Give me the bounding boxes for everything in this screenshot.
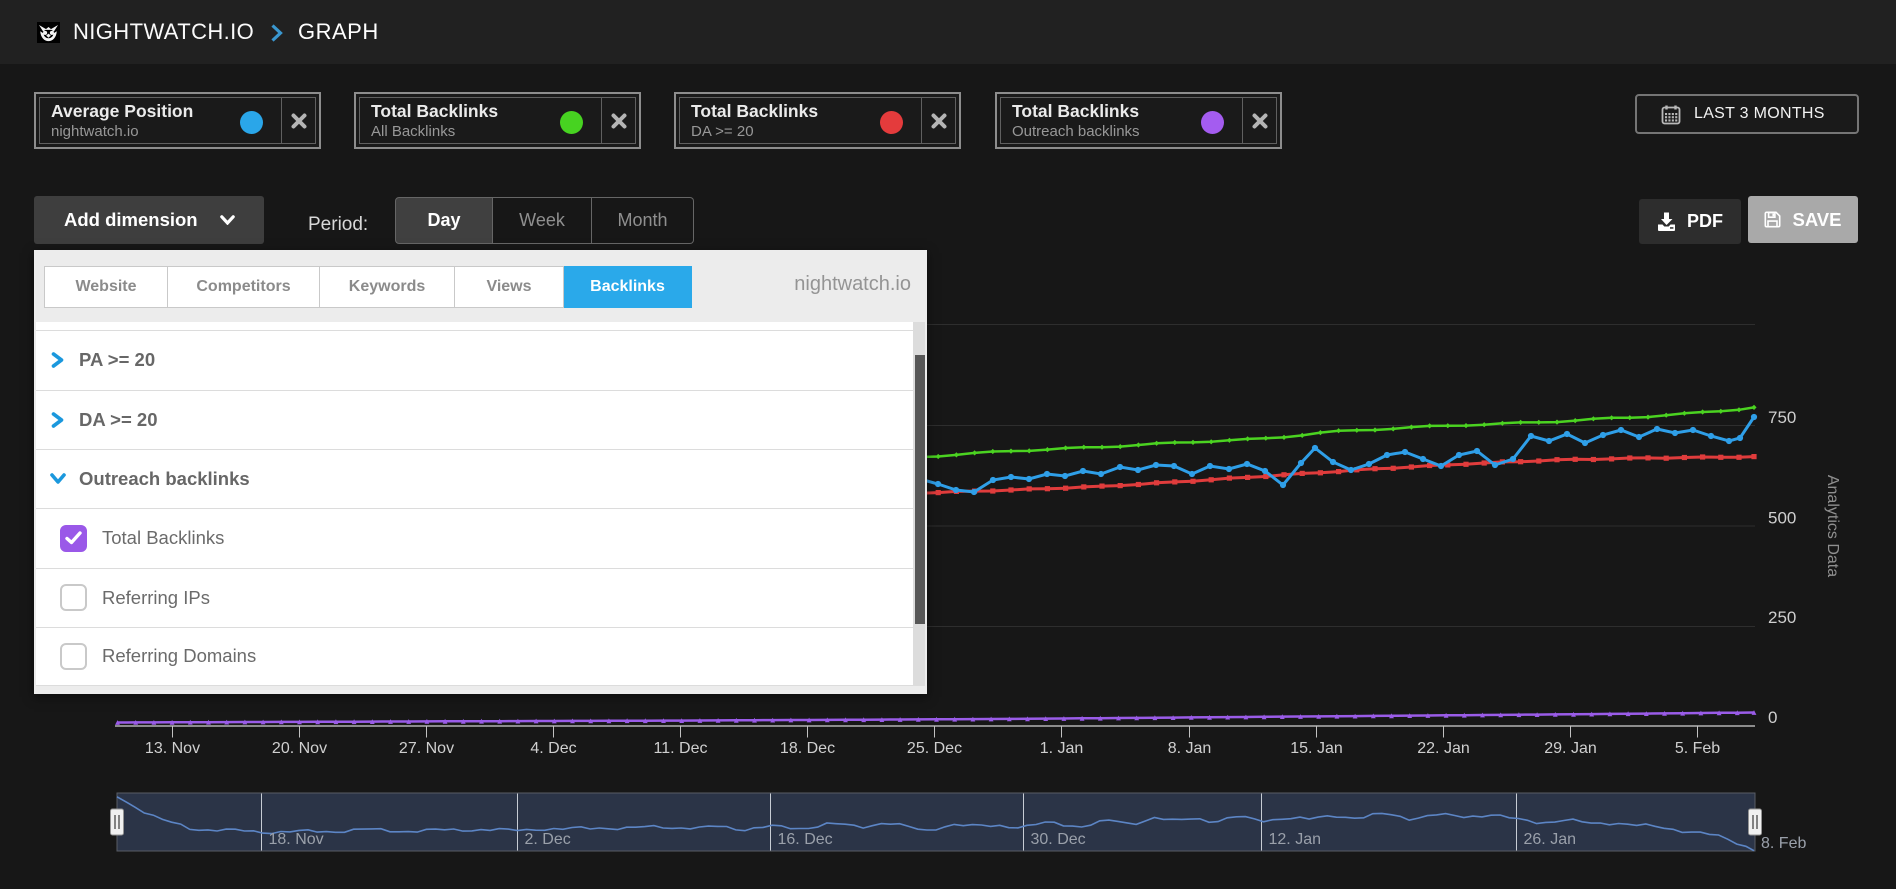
svg-text:18. Dec: 18. Dec — [780, 740, 835, 757]
svg-text:250: 250 — [1768, 608, 1796, 627]
svg-text:8. Jan: 8. Jan — [1168, 740, 1212, 757]
svg-text:13. Nov: 13. Nov — [145, 740, 200, 757]
svg-text:Analytics Data: Analytics Data — [1824, 475, 1841, 577]
svg-text:29. Jan: 29. Jan — [1544, 740, 1596, 757]
svg-text:12. Jan: 12. Jan — [1269, 831, 1321, 848]
svg-text:4. Dec: 4. Dec — [530, 740, 576, 757]
svg-text:16. Dec: 16. Dec — [778, 831, 833, 848]
svg-text:750: 750 — [1768, 408, 1796, 427]
svg-text:1. Jan: 1. Jan — [1040, 740, 1084, 757]
svg-text:11. Dec: 11. Dec — [654, 740, 708, 757]
svg-text:22. Jan: 22. Jan — [1417, 740, 1469, 757]
svg-text:2. Dec: 2. Dec — [525, 831, 571, 848]
svg-text:27. Nov: 27. Nov — [399, 740, 454, 757]
svg-text:26. Jan: 26. Jan — [1524, 831, 1576, 848]
svg-text:18. Nov: 18. Nov — [269, 831, 324, 848]
svg-text:15. Jan: 15. Jan — [1290, 740, 1342, 757]
svg-text:8. Feb: 8. Feb — [1761, 835, 1806, 852]
svg-text:20. Nov: 20. Nov — [272, 740, 327, 757]
svg-text:5. Feb: 5. Feb — [1675, 740, 1720, 757]
svg-text:0: 0 — [1768, 708, 1777, 727]
svg-text:500: 500 — [1768, 509, 1796, 528]
svg-text:25. Dec: 25. Dec — [907, 740, 962, 757]
svg-text:30. Dec: 30. Dec — [1031, 831, 1086, 848]
